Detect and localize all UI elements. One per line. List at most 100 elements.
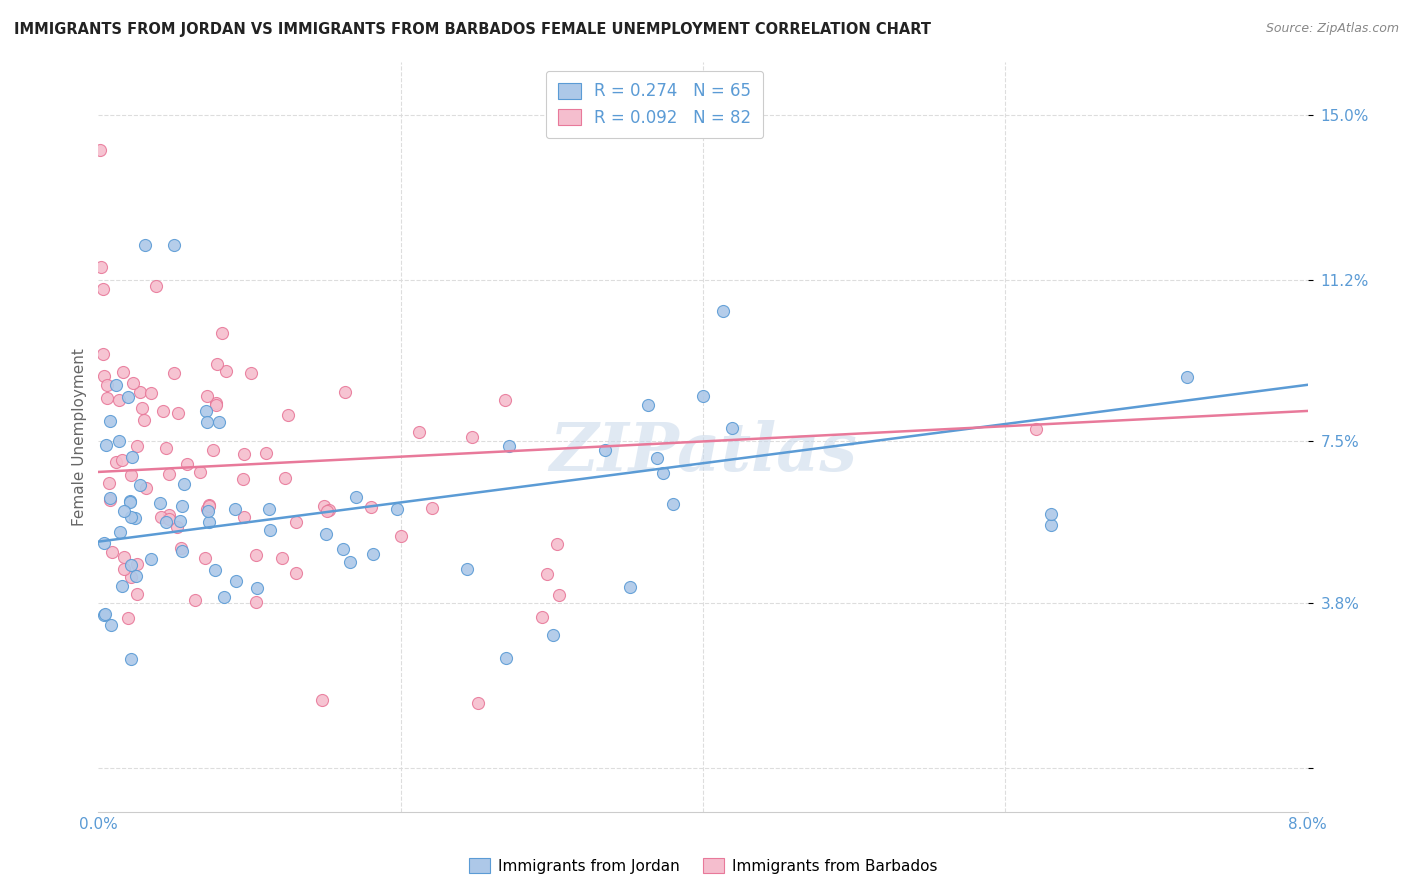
Point (134, 238, 156, 252)
Point (273, 471, 295, 485)
Point (173, 477, 195, 491)
Point (112, 550, 135, 565)
Point (117, 390, 139, 404)
Point (141, 552, 163, 566)
Point (97, 476, 120, 491)
Point (284, 566, 307, 580)
Point (246, 581, 269, 595)
Point (111, 365, 134, 379)
Point (259, 523, 281, 537)
Point (90, 260, 112, 275)
Point (692, 389, 714, 403)
Point (546, 537, 568, 551)
Point (152, 404, 174, 418)
Point (339, 555, 361, 569)
Point (93, 369, 115, 384)
Point (224, 502, 246, 516)
Point (120, 570, 142, 584)
Point (205, 357, 228, 371)
Point (311, 692, 333, 706)
Point (1025, 422, 1047, 436)
Point (124, 511, 146, 525)
Point (652, 467, 675, 481)
Text: IMMIGRANTS FROM JORDAN VS IMMIGRANTS FROM BARBADOS FEMALE UNEMPLOYMENT CORRELATI: IMMIGRANTS FROM JORDAN VS IMMIGRANTS FRO… (14, 22, 931, 37)
Point (108, 392, 131, 407)
Point (530, 610, 553, 624)
Point (225, 574, 247, 588)
Point (145, 279, 167, 293)
Point (208, 415, 231, 429)
Point (232, 472, 254, 486)
Point (93, 608, 115, 623)
Point (169, 514, 191, 528)
Point (547, 588, 569, 602)
Point (96, 437, 118, 451)
Point (170, 543, 193, 558)
Point (285, 515, 308, 529)
Point (233, 509, 256, 524)
Point (157, 467, 180, 482)
Y-axis label: Female Unemployment: Female Unemployment (72, 348, 87, 526)
Point (132, 412, 155, 426)
Point (270, 550, 292, 565)
Legend: Immigrants from Jordan, Immigrants from Barbados: Immigrants from Jordan, Immigrants from … (463, 852, 943, 880)
Point (121, 450, 143, 464)
Point (593, 443, 616, 458)
Point (120, 467, 142, 482)
Point (361, 547, 384, 561)
Point (125, 439, 148, 453)
Legend: R = 0.274   N = 65, R = 0.092   N = 82: R = 0.274 N = 65, R = 0.092 N = 82 (546, 70, 763, 138)
Point (360, 500, 382, 514)
Point (215, 364, 238, 378)
Point (96, 377, 118, 392)
Point (96, 391, 118, 405)
Point (277, 408, 299, 422)
Text: ZIPatlas: ZIPatlas (550, 419, 856, 484)
Point (111, 453, 134, 467)
Point (1175, 370, 1198, 384)
Point (166, 406, 188, 420)
Point (188, 465, 211, 479)
Point (661, 497, 683, 511)
Point (110, 524, 132, 539)
Point (456, 561, 478, 575)
Point (135, 481, 157, 495)
Point (166, 520, 188, 534)
Point (111, 579, 134, 593)
Point (315, 526, 337, 541)
Point (128, 384, 150, 399)
Point (1039, 507, 1062, 521)
Point (195, 403, 218, 417)
Point (536, 566, 558, 581)
Point (118, 493, 141, 508)
Point (98, 414, 121, 428)
Point (159, 508, 181, 522)
Point (389, 529, 412, 543)
Point (125, 587, 148, 601)
Point (107, 434, 129, 448)
Point (645, 451, 668, 466)
Point (619, 580, 641, 594)
Point (318, 502, 340, 516)
Point (112, 562, 135, 576)
Point (149, 496, 172, 510)
Point (163, 367, 186, 381)
Point (257, 501, 280, 516)
Point (195, 502, 218, 516)
Point (420, 501, 443, 516)
Point (141, 386, 163, 401)
Point (194, 551, 217, 566)
Point (120, 558, 142, 572)
Point (163, 238, 186, 252)
Point (333, 385, 356, 400)
Point (197, 500, 219, 514)
Point (316, 504, 339, 518)
Point (93, 536, 115, 550)
Point (121, 376, 143, 391)
Point (150, 509, 173, 524)
Point (120, 494, 142, 508)
Point (205, 398, 228, 412)
Point (125, 557, 148, 571)
Point (344, 490, 367, 504)
Point (117, 611, 139, 625)
